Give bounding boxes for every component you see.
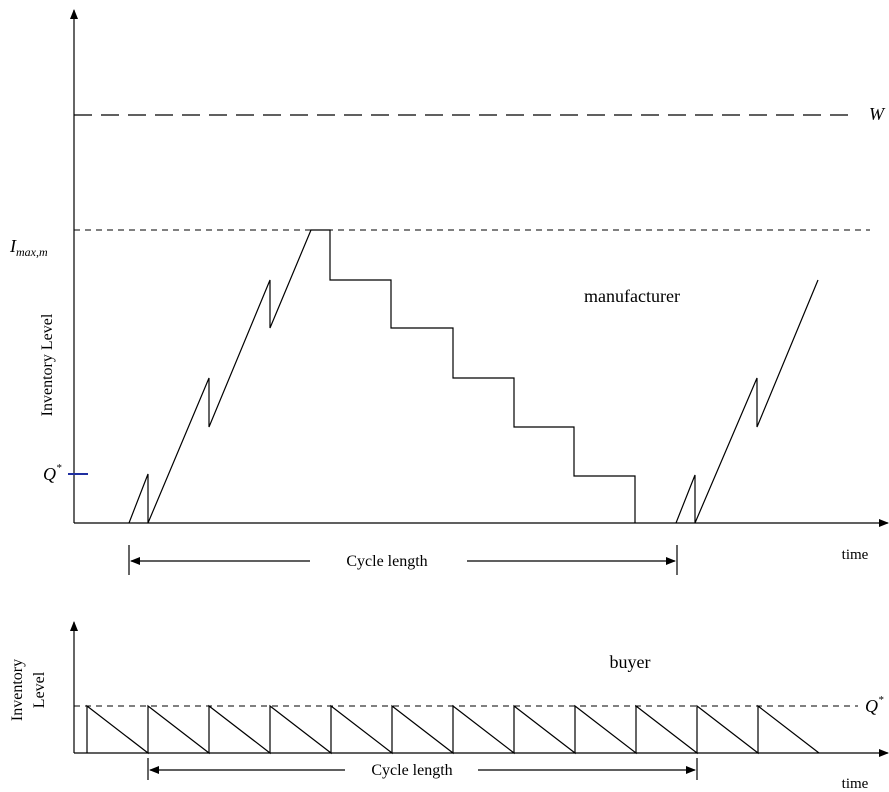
bottom-x-axis-label: time <box>842 776 869 792</box>
imax-label-sub: max,m <box>16 245 48 259</box>
bottom-q-label-base: Q <box>865 696 878 716</box>
buyer-sawtooth-trace <box>86 704 820 755</box>
top-q-label-sup: * <box>56 462 62 474</box>
manufacturer-label: manufacturer <box>584 286 680 306</box>
top-q-label-base: Q <box>43 464 56 484</box>
bottom-cycle-length: Cycle length <box>147 758 698 780</box>
bottom-y-axis-label-line1: Inventory <box>9 659 26 721</box>
bottom-q-label-sup: * <box>878 694 884 706</box>
manufacturer-chart: W Imax,m Q* Inventory Level time manufac… <box>9 9 889 575</box>
bottom-q-label: Q* <box>865 694 884 716</box>
imax-label: Imax,m <box>9 236 48 259</box>
bottom-y-axis-label-line2: Level <box>31 671 48 708</box>
top-y-axis-label: Inventory Level <box>39 313 56 416</box>
manufacturer-inventory-trace <box>128 229 636 524</box>
top-q-label: Q* <box>43 462 62 484</box>
w-label: W <box>869 104 886 124</box>
buyer-chart: Q* Inventory Level time buyer Cycle leng… <box>9 621 889 792</box>
imax-label-base: I <box>9 236 17 256</box>
top-x-axis-label: time <box>842 547 869 563</box>
bottom-cycle-label: Cycle length <box>371 762 452 779</box>
top-cycle-length: Cycle length <box>128 545 678 575</box>
buyer-label: buyer <box>610 652 651 672</box>
manufacturer-next-cycle-trace <box>675 279 819 524</box>
top-cycle-label: Cycle length <box>346 553 427 570</box>
